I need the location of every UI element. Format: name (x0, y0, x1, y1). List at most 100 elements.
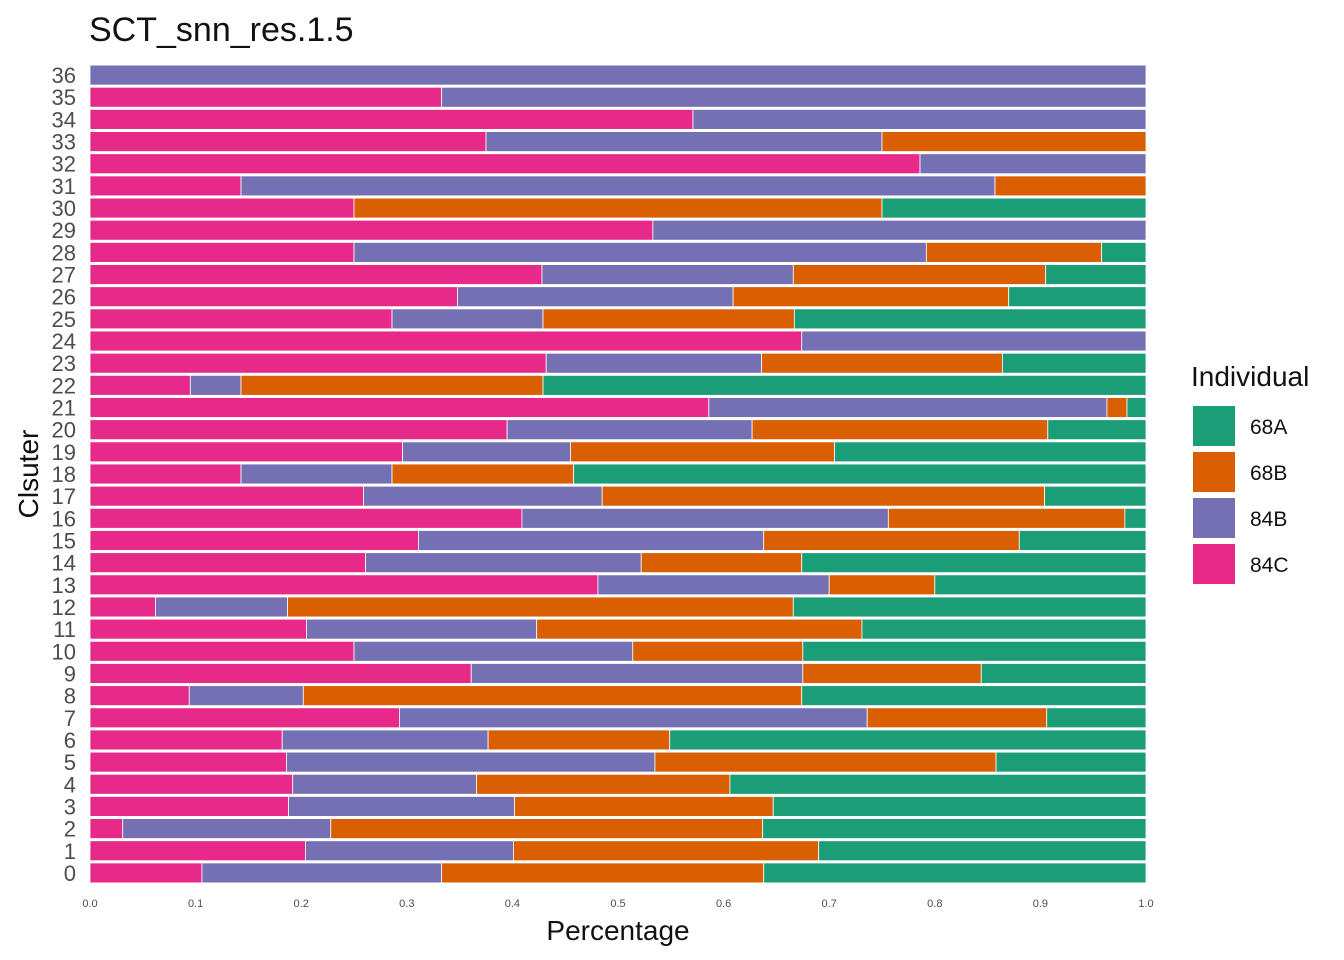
bar-segment (545, 352, 763, 374)
y-tick-label: 14 (52, 551, 76, 576)
bar-segment (441, 86, 1147, 108)
bar-segment (402, 441, 571, 463)
bar-segment (353, 197, 883, 219)
x-tick-label: 0.3 (399, 898, 414, 910)
bar-segment (89, 463, 242, 485)
bar-segment (995, 751, 1147, 773)
bar-segment (89, 618, 307, 640)
x-tick-label: 0.9 (1033, 898, 1048, 910)
bar-segment (506, 419, 753, 441)
bar-segment (89, 840, 306, 862)
bar-segment (89, 507, 523, 529)
bar-segment (89, 397, 710, 418)
bar-segment (1126, 397, 1147, 418)
bar-segment (692, 109, 1147, 130)
legend-key (1193, 544, 1235, 584)
y-axis-title: Clsuter (13, 430, 44, 519)
y-tick-label: 17 (52, 484, 76, 509)
y-tick-label: 18 (52, 462, 76, 487)
bar-segment (1047, 419, 1147, 441)
y-tick-label: 27 (52, 263, 76, 288)
bar-segment (470, 663, 804, 684)
bar-segment (542, 374, 1147, 396)
bar-segment (155, 596, 288, 618)
bar-segment (89, 242, 355, 263)
bar-segment (363, 485, 603, 507)
bar-segment (802, 663, 982, 684)
bar-segment (391, 463, 575, 485)
x-tick-label: 1.0 (1138, 898, 1153, 910)
legend-key (1193, 452, 1235, 492)
bar-segment (632, 640, 804, 662)
bar-segment (762, 818, 1147, 839)
bar-segment (792, 596, 1147, 618)
y-tick-label: 13 (52, 573, 76, 598)
chart-title: SCT_snn_res.1.5 (89, 11, 354, 49)
x-axis-ticks: 0.0 0.1 0.2 0.3 0.4 0.5 0.6 0.7 0.8 0.9 1.0 (82, 898, 1153, 910)
bar-segment (89, 264, 543, 285)
y-tick-label: 34 (52, 107, 76, 132)
plot-area (89, 64, 1147, 884)
y-tick-label: 24 (52, 329, 76, 354)
bar-segment (353, 242, 927, 263)
bar-segment (89, 685, 190, 707)
y-tick-label: 21 (52, 396, 76, 421)
bar-segment (89, 131, 487, 152)
bar-segment (240, 374, 544, 396)
y-tick-label: 29 (52, 218, 76, 243)
bar-segment (305, 840, 514, 862)
y-tick-label: 1 (64, 839, 76, 864)
bar-segment (89, 818, 124, 839)
bar-segment (476, 773, 731, 795)
y-tick-label: 3 (64, 794, 76, 819)
y-tick-label: 9 (64, 661, 76, 686)
bar-segment (925, 242, 1103, 263)
bar-segment (761, 352, 1003, 374)
x-tick-label: 0.7 (822, 898, 837, 910)
bar-segment (89, 773, 294, 795)
bar-segment (441, 862, 765, 884)
bar-segment (281, 729, 489, 751)
bar-segment (763, 530, 1020, 551)
bar-segment (818, 840, 1147, 862)
x-tick-label: 0.4 (505, 898, 520, 910)
bar-segment (89, 640, 355, 662)
bar-segment (240, 175, 996, 197)
bar-segment (201, 862, 443, 884)
y-tick-label: 28 (52, 240, 76, 265)
bar-segment (89, 530, 419, 551)
y-tick-label: 0 (64, 861, 76, 886)
bar-segment (122, 818, 332, 839)
bar-segment (802, 640, 1147, 662)
bar-segment (887, 507, 1126, 529)
bar-segment (418, 530, 765, 551)
y-tick-label: 15 (52, 528, 76, 553)
bar-segment (881, 131, 1147, 152)
bar-segment (1124, 507, 1147, 529)
bar-segment (541, 264, 794, 285)
bar-segment (302, 685, 803, 707)
bar-segment (485, 131, 883, 152)
x-tick-label: 0.2 (294, 898, 309, 910)
bar-segment (457, 286, 734, 308)
legend-key (1193, 406, 1235, 446)
y-tick-label: 23 (52, 351, 76, 376)
bar-segment (89, 308, 393, 330)
bar-segment (708, 397, 1108, 418)
bar-segment (919, 153, 1147, 175)
y-tick-label: 35 (52, 85, 76, 110)
bar-segment (89, 86, 443, 108)
y-tick-label: 26 (52, 285, 76, 310)
y-tick-label: 36 (52, 63, 76, 88)
bar-segment (399, 707, 868, 729)
bar-segment (89, 374, 191, 396)
bar-segment (487, 729, 671, 751)
y-tick-label: 31 (52, 174, 76, 199)
y-tick-label: 12 (52, 595, 76, 620)
bar-segment (89, 219, 654, 241)
bar-segment (353, 640, 634, 662)
bar-segment (801, 552, 1147, 574)
bar-segment (828, 574, 936, 596)
bar-segment (287, 596, 794, 618)
bar-segment (89, 352, 547, 374)
